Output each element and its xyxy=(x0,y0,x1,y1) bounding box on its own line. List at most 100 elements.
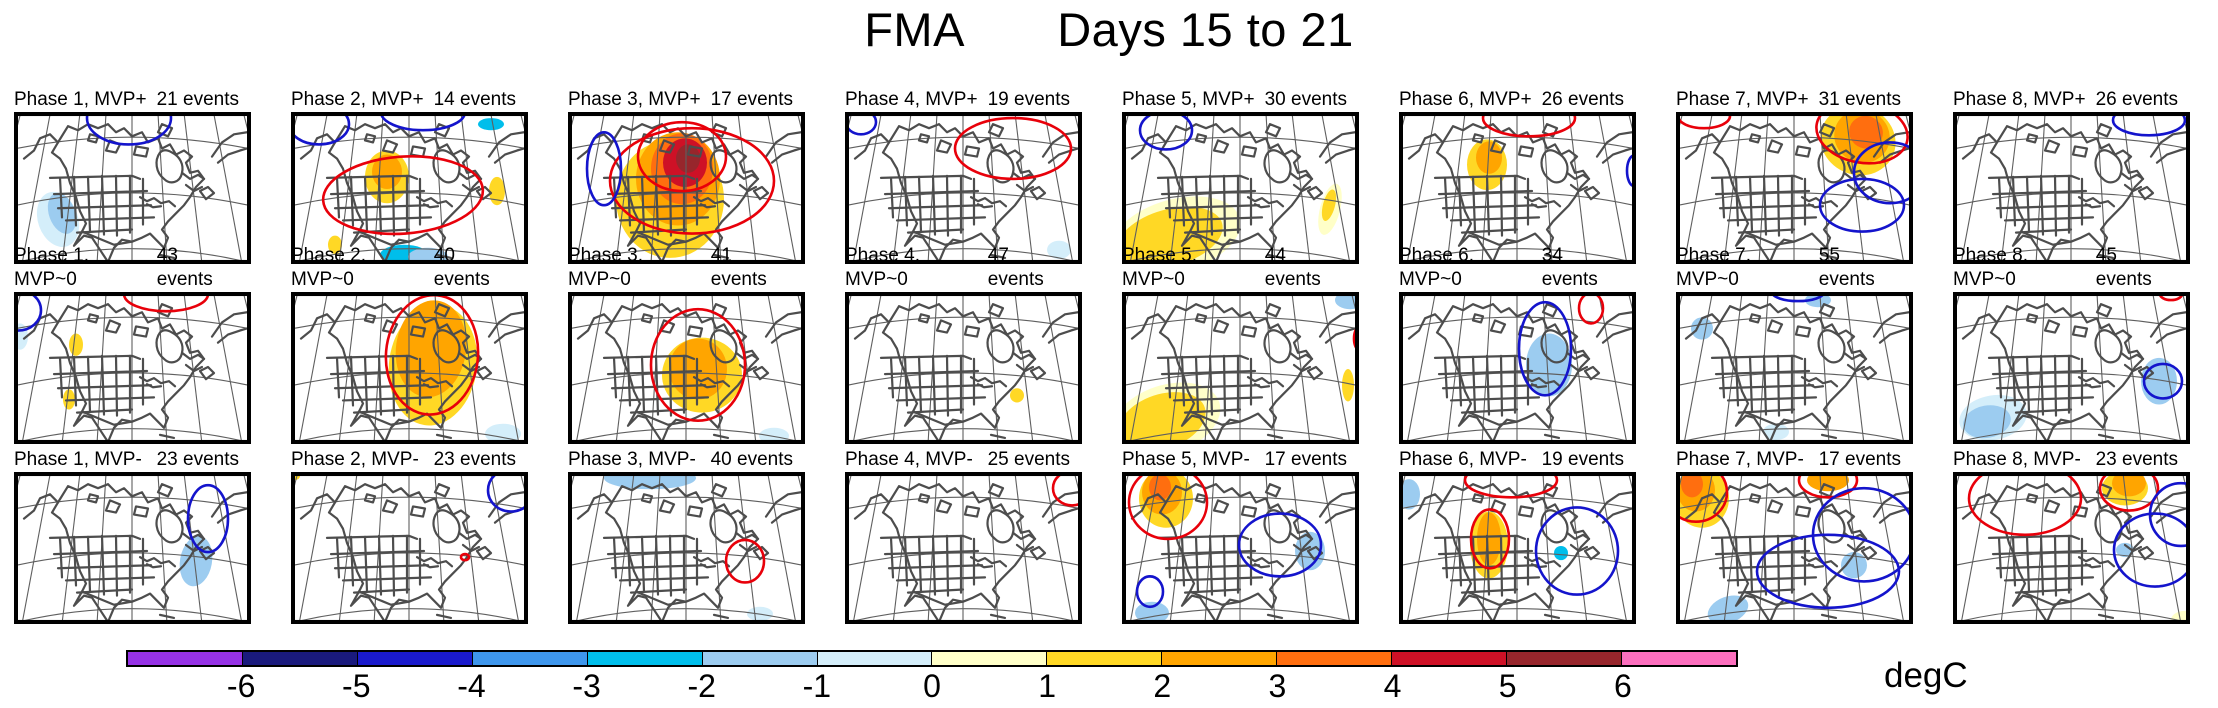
panel-map xyxy=(291,112,528,264)
map-panel: Phase 5, MVP- 17 events xyxy=(1122,446,1359,624)
map-panel: Phase 4, MVP- 25 events xyxy=(845,446,1082,624)
contour-line xyxy=(486,475,525,513)
panel-map xyxy=(1953,112,2190,264)
panel-frame xyxy=(845,112,1082,264)
colorbar-tick-label: 1 xyxy=(1038,668,1057,704)
colorbar-segment xyxy=(472,652,588,665)
contour-line xyxy=(2098,475,2160,512)
anomaly-patch xyxy=(1763,423,1789,440)
colorbar-tick-label: 2 xyxy=(1153,668,1172,704)
figure-title: FMA Days 15 to 21 xyxy=(864,3,1354,56)
map-panel: Phase 1, MVP~0 43 events xyxy=(14,245,251,444)
panel-frame xyxy=(1122,112,1359,264)
panel-header: Phase 2, MVP+ 14 events xyxy=(291,86,528,112)
panel-header: Phase 7, MVP+ 31 events xyxy=(1676,86,1913,112)
anomaly-patch xyxy=(1335,295,1356,310)
colorbar-segment xyxy=(1621,652,1736,665)
anomaly-patch xyxy=(1477,512,1501,566)
colorbar-tick-label: -2 xyxy=(687,668,716,704)
colorbar xyxy=(126,650,1738,667)
panel-header: Phase 1, MVP~0 43 events xyxy=(14,245,251,292)
panel-events-count: 23 events xyxy=(2095,449,2178,470)
panel-label: Phase 7, MVP+ xyxy=(1676,89,1809,110)
panel-frame xyxy=(1399,472,1636,624)
contour-line xyxy=(649,307,747,423)
panel-label: Phase 8, MVP+ xyxy=(1953,89,2086,110)
panel-frame xyxy=(568,112,805,264)
panel-events-count: 19 events xyxy=(987,89,1070,110)
panel-header: Phase 4, MVP+ 19 events xyxy=(845,86,1082,112)
panel-map xyxy=(1122,112,1359,264)
panel-events-count: 44 events xyxy=(1264,245,1321,290)
panel-header: Phase 6, MVP+ 26 events xyxy=(1399,86,1636,112)
colorbar-segment xyxy=(128,652,243,665)
panel-frame xyxy=(1676,292,1913,444)
anomaly-patch xyxy=(1681,475,1703,498)
panels-grid: Phase 1, MVP+ 21 events Phase 2, MVP+ 14 ev… xyxy=(14,86,2190,624)
panel-events-count: 23 events xyxy=(156,449,239,470)
panel-map xyxy=(1399,472,1636,624)
colorbar-tick-label: -4 xyxy=(457,668,486,704)
panel-label: Phase 1, MVP+ xyxy=(14,89,147,110)
panel-map xyxy=(291,472,528,624)
anomaly-patch xyxy=(1010,388,1024,403)
panel-frame xyxy=(1122,472,1359,624)
panel-header: Phase 8, MVP- 23 events xyxy=(1953,446,2190,472)
panel-events-count: 31 events xyxy=(1818,89,1901,110)
anomaly-patch xyxy=(1321,189,1337,221)
contour-line xyxy=(724,538,766,584)
panel-frame xyxy=(845,472,1082,624)
map-panel: Phase 7, MVP+ 31 events xyxy=(1676,86,1913,264)
panel-frame xyxy=(1953,472,2190,624)
panel-label: Phase 2, MVP+ xyxy=(291,89,424,110)
map-panel: Phase 2, MVP+ 14 events xyxy=(291,86,528,264)
panel-header: Phase 5, MVP- 17 events xyxy=(1122,446,1359,472)
panel-label: Phase 3, MVP- xyxy=(568,449,696,470)
panel-map xyxy=(291,292,528,444)
panel-frame xyxy=(14,292,251,444)
colorbar-segment xyxy=(932,652,1048,665)
panel-frame xyxy=(291,112,528,264)
anomaly-patch xyxy=(489,176,505,206)
colorbar-tick-label: -5 xyxy=(342,668,371,704)
contour-line xyxy=(1237,512,1323,578)
panel-map xyxy=(1122,472,1359,624)
panel-map xyxy=(1676,112,1913,264)
map-panel: Phase 4, MVP+ 19 events xyxy=(845,86,1082,264)
colorbar-segment xyxy=(1507,652,1622,665)
panel-label: Phase 7, MVP- xyxy=(1676,449,1804,470)
panel-label: Phase 6, MVP+ xyxy=(1399,89,1532,110)
contour-line xyxy=(953,116,1073,181)
panel-header: Phase 3, MVP- 40 events xyxy=(568,446,805,472)
contour-line xyxy=(321,154,485,236)
contour-line xyxy=(848,115,878,136)
anomaly-patch xyxy=(478,118,504,131)
panel-header: Phase 3, MVP+ 17 events xyxy=(568,86,805,112)
panel-frame xyxy=(1122,292,1359,444)
map-panel: Phase 2, MVP- 23 events xyxy=(291,446,528,624)
panel-events-count: 40 events xyxy=(433,245,490,290)
colorbar-segment xyxy=(587,652,703,665)
map-panel: Phase 5, MVP~0 44 events xyxy=(1122,245,1359,444)
contour-line xyxy=(636,120,728,193)
panel-map xyxy=(14,292,251,444)
panel-header: Phase 6, MVP- 19 events xyxy=(1399,446,1636,472)
panel-label: Phase 1, MVP~0 xyxy=(14,245,89,290)
anomaly-patch xyxy=(328,235,342,254)
anomaly-patch xyxy=(1402,479,1420,510)
panel-label: Phase 6, MVP~0 xyxy=(1399,245,1474,290)
map-panel: Phase 7, MVP~0 55 events xyxy=(1676,245,1913,444)
colorbar-tick-label: -1 xyxy=(802,668,832,704)
anomaly-patch xyxy=(1047,240,1071,259)
contour-line xyxy=(1481,115,1577,138)
panel-map xyxy=(1953,472,2190,624)
panel-map xyxy=(1676,292,1913,444)
colorbar-tick-label: -3 xyxy=(572,668,601,704)
colorbar-segment xyxy=(702,652,818,665)
panel-events-count: 25 events xyxy=(987,449,1070,470)
panel-map xyxy=(1676,472,1913,624)
colorbar-units-label: degC xyxy=(1884,656,1968,695)
panel-events-count: 47 events xyxy=(987,245,1044,290)
panel-header: Phase 6, MVP~0 34 events xyxy=(1399,245,1636,292)
colorbar-tick-label: 5 xyxy=(1498,668,1517,704)
